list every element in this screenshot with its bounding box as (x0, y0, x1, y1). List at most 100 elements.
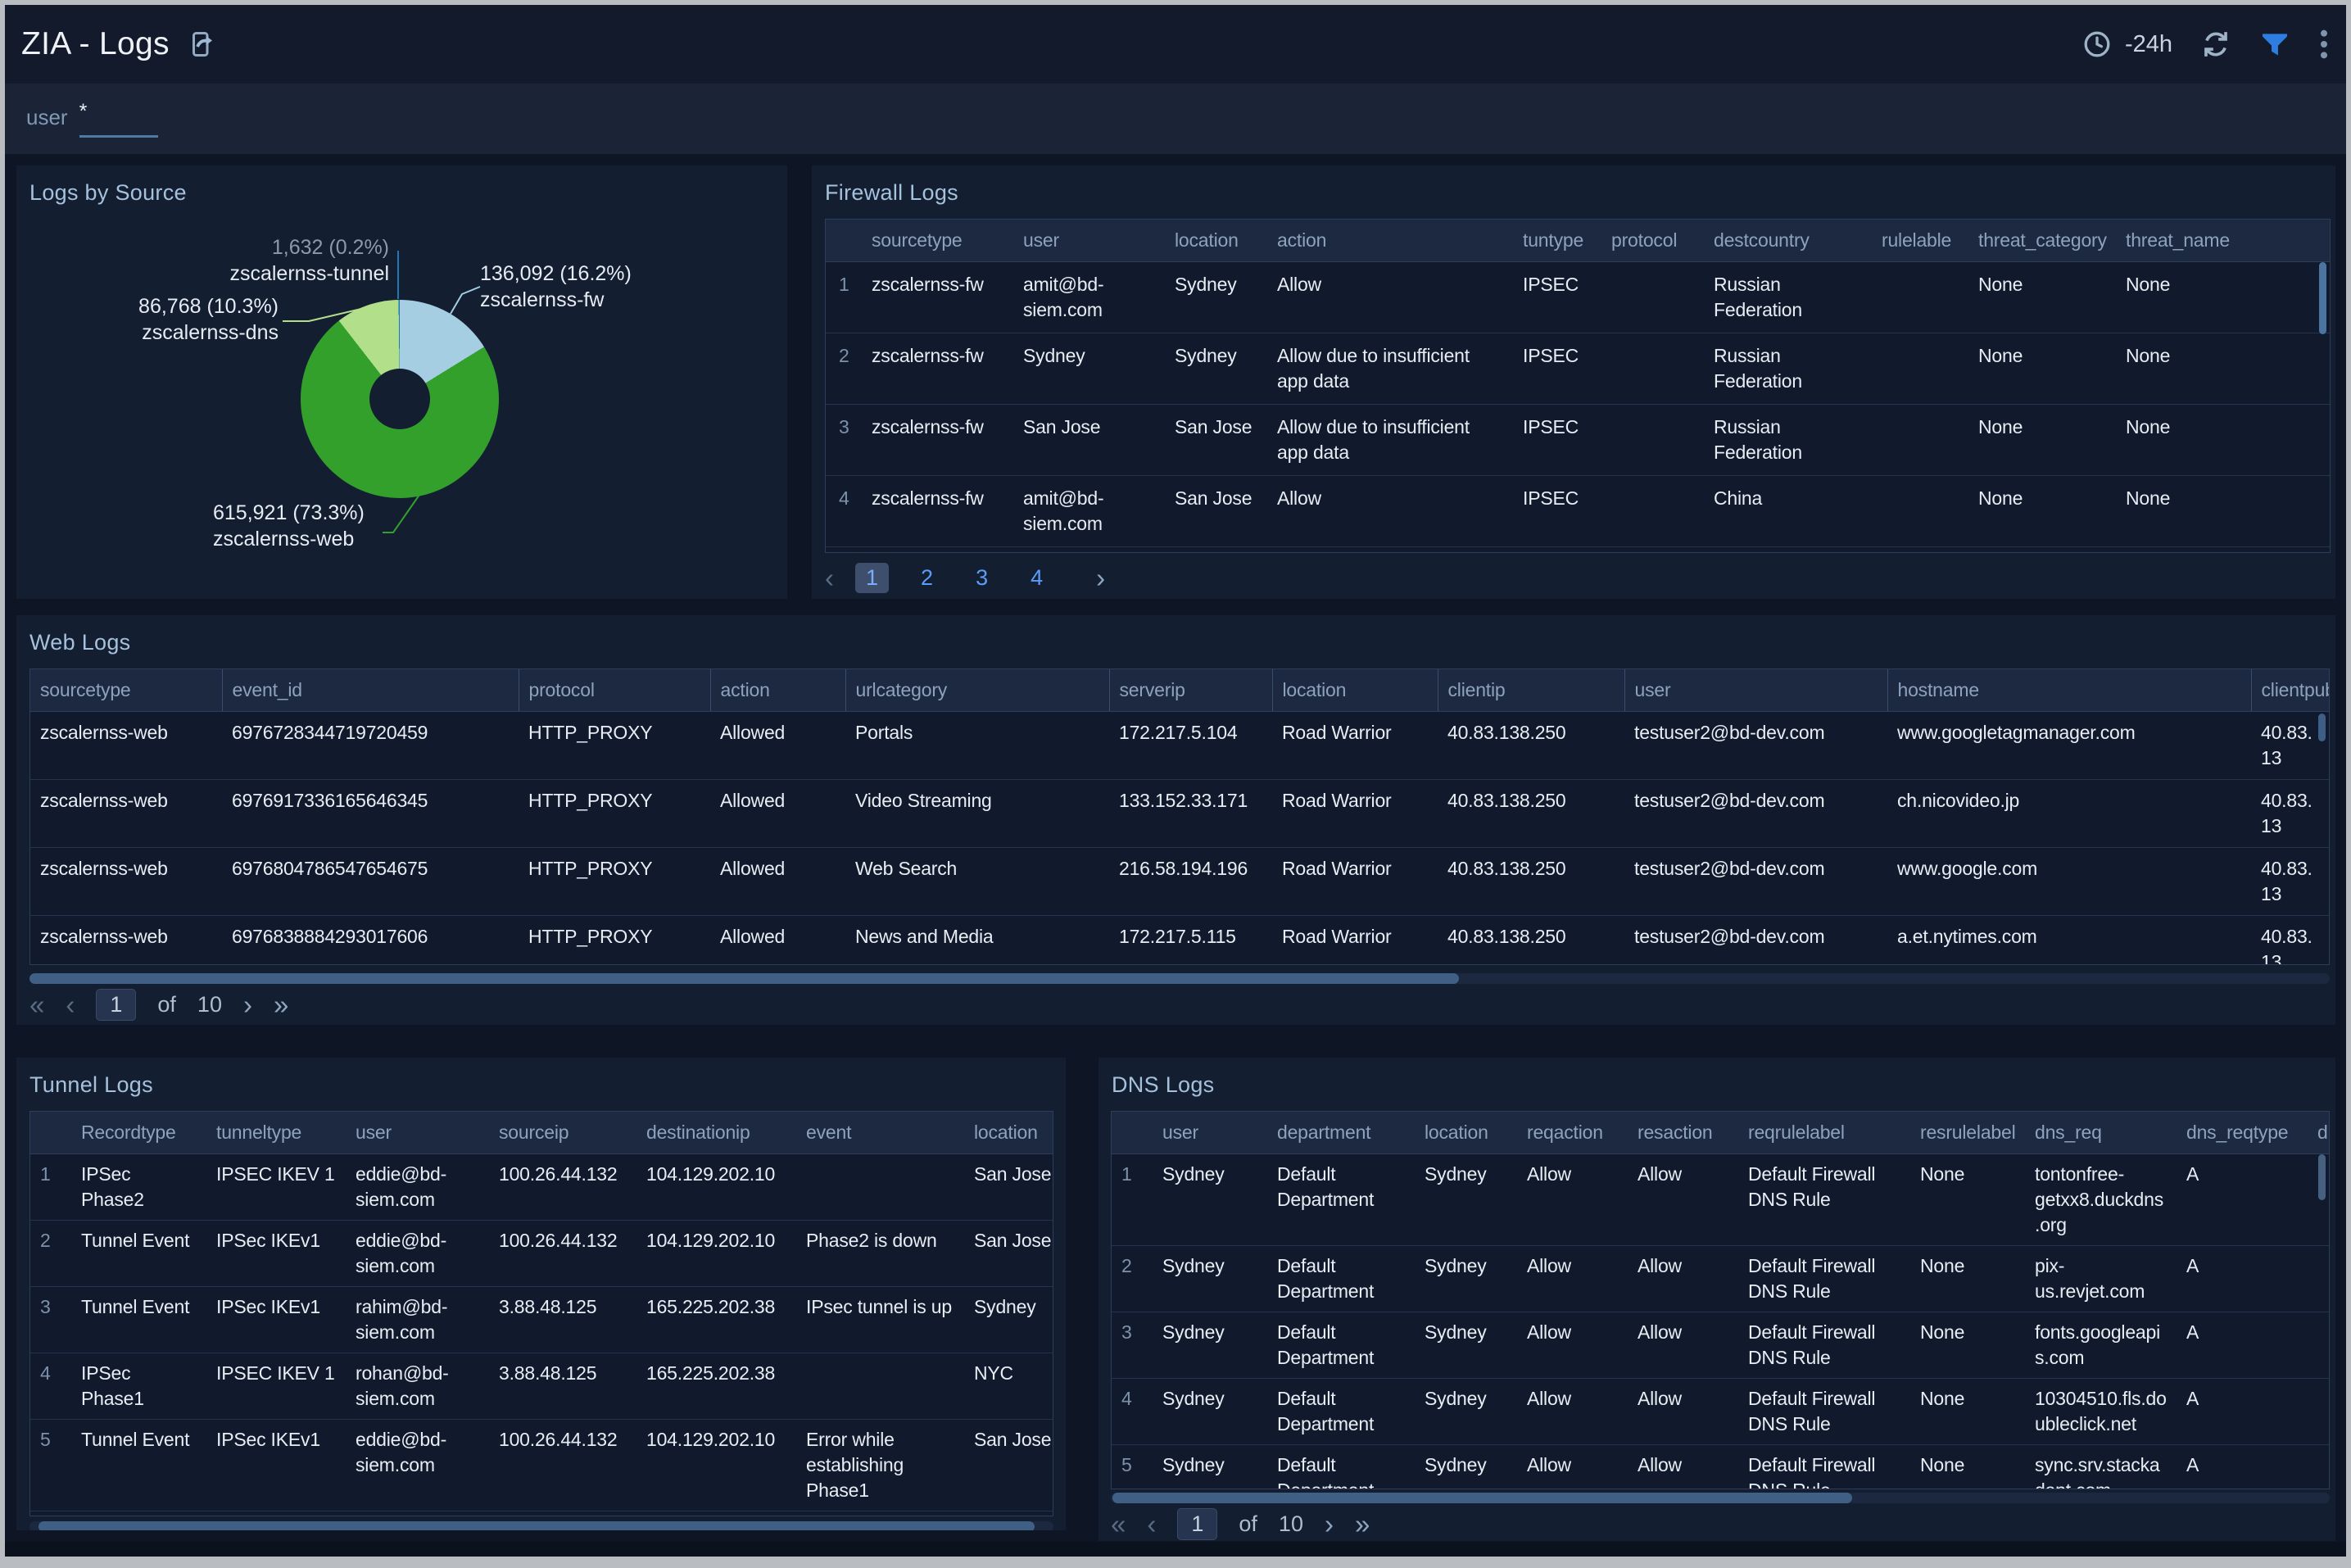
column-header[interactable]: action (709, 669, 845, 712)
filter-icon[interactable] (2259, 29, 2290, 60)
column-header[interactable]: serverip (1108, 669, 1272, 712)
column-header[interactable]: action (1267, 220, 1513, 262)
table-cell (796, 1353, 964, 1420)
column-header[interactable]: rulelable (1872, 220, 1968, 262)
column-header[interactable]: event (796, 1112, 964, 1154)
column-header[interactable]: protocol (518, 669, 710, 712)
column-header[interactable]: department (1267, 1112, 1415, 1154)
table-cell: testuser2@bd-dev.com (1634, 926, 1825, 947)
kebab-menu-icon[interactable] (2318, 28, 2330, 61)
panel-dns-logs: DNS Logs user department location reqaction… (1098, 1058, 2335, 1541)
column-header[interactable]: user (1624, 669, 1887, 712)
column-header[interactable]: threat_name (2116, 220, 2330, 262)
column-header[interactable]: user (346, 1112, 489, 1154)
table-cell: Allow due to insufficient app data (1277, 345, 1470, 392)
prev-page-button[interactable]: ‹ (66, 990, 75, 1020)
table-cell: Allow due to insufficient app data (1277, 416, 1470, 463)
refresh-icon[interactable] (2200, 29, 2231, 60)
table-cell: Allow (1277, 274, 1321, 295)
first-page-button[interactable]: « (29, 990, 45, 1020)
column-header[interactable]: reqaction (1517, 1112, 1628, 1154)
log-table: Recordtype tunneltype user sourceip destinat… (30, 1112, 1053, 1516)
next-page-button[interactable]: › (1096, 563, 1106, 593)
horizontal-scrollbar-thumb[interactable] (1112, 1493, 1852, 1503)
column-header[interactable]: event_id (221, 669, 519, 712)
table-cell: IPSec IKEv1 (216, 1429, 320, 1450)
table-cell: Sydney (1162, 1388, 1225, 1409)
column-header[interactable]: reqrulelabel (1738, 1112, 1910, 1154)
column-header[interactable]: destcountry (1704, 220, 1872, 262)
column-header[interactable] (826, 220, 862, 262)
table-cell: eddie@bd-siem.com (356, 1163, 447, 1210)
vertical-scrollbar-thumb[interactable] (2318, 714, 2326, 741)
column-header[interactable]: user (1153, 1112, 1267, 1154)
table-cell: Allow (1638, 1255, 1682, 1276)
column-header[interactable]: threat_category (1968, 220, 2116, 262)
column-header[interactable] (1112, 1112, 1153, 1154)
page-button[interactable]: 2 (921, 565, 934, 590)
last-page-button[interactable]: » (1354, 1509, 1370, 1539)
horizontal-scrollbar[interactable] (1111, 1493, 2330, 1503)
table-cell: Sydney (1425, 1454, 1487, 1475)
current-page-field[interactable]: 1 (96, 989, 137, 1021)
next-page-button[interactable]: › (1324, 1509, 1334, 1539)
vertical-scrollbar-thumb[interactable] (2318, 1154, 2326, 1200)
column-header[interactable]: sourcetype (862, 220, 1013, 262)
table-cell: Sydney (1175, 274, 1237, 295)
page-button[interactable]: 1 (855, 563, 890, 593)
horizontal-scrollbar[interactable] (29, 1521, 1053, 1530)
column-header[interactable]: protocol (1601, 220, 1704, 262)
column-header[interactable]: location (964, 1112, 1053, 1154)
column-header[interactable] (30, 1112, 71, 1154)
current-page-field[interactable]: 1 (1177, 1508, 1218, 1540)
table-cell: testuser2@bd-dev.com (1634, 790, 1825, 811)
table-cell: 165.225.202.38 (646, 1296, 776, 1317)
table-cell: Sydney (974, 1296, 1036, 1317)
log-table: user department location reqaction resaction… (1112, 1112, 2329, 1489)
column-header[interactable]: tunneltype (206, 1112, 346, 1154)
next-page-button[interactable]: › (242, 990, 252, 1020)
prev-page-button[interactable]: ‹ (1147, 1509, 1157, 1539)
horizontal-scrollbar-thumb[interactable] (29, 973, 1459, 984)
table-cell: 40.83.138.250 (1447, 858, 1566, 879)
last-page-button[interactable]: » (273, 990, 289, 1020)
slice-name: zscalernss-tunnel (229, 262, 389, 285)
column-header[interactable]: Recordtype (71, 1112, 206, 1154)
table-cell: A (2186, 1454, 2199, 1475)
share-export-icon[interactable] (188, 28, 217, 61)
page-button[interactable]: 4 (1031, 565, 1044, 590)
table-cell: IPSec IKEv1 (206, 1511, 346, 1516)
column-header[interactable]: sourceip (489, 1112, 636, 1154)
column-header[interactable]: clientip (1437, 669, 1624, 712)
column-header[interactable]: resrulelabel (1910, 1112, 2025, 1154)
column-header[interactable]: location (1165, 220, 1267, 262)
column-header[interactable]: sourcetype (30, 669, 222, 712)
leader-web (383, 494, 420, 533)
table-row: 3 zscalernss-fw San Jose San Jose Allow due … (826, 404, 2330, 476)
column-header[interactable]: d (2308, 1112, 2329, 1154)
time-range-label[interactable]: -24h (2124, 30, 2172, 57)
column-header[interactable]: location (1271, 669, 1438, 712)
column-header[interactable]: resaction (1628, 1112, 1738, 1154)
column-header[interactable]: hostname (1887, 669, 2251, 712)
horizontal-scrollbar[interactable] (29, 973, 2330, 984)
table-cell: None (1978, 487, 2023, 509)
column-header[interactable]: destinationip (636, 1112, 796, 1154)
column-header[interactable]: clientpub (2250, 669, 2329, 712)
column-header[interactable]: user (1013, 220, 1165, 262)
user-filter-input[interactable]: * (79, 98, 158, 138)
prev-page-button[interactable]: ‹ (825, 563, 834, 593)
column-header[interactable]: location (1415, 1112, 1517, 1154)
column-header[interactable]: tuntype (1513, 220, 1601, 262)
donut-chart[interactable] (301, 300, 499, 498)
vertical-scrollbar-thumb[interactable] (2319, 262, 2326, 334)
column-header[interactable]: urlcategory (845, 669, 1109, 712)
table-cell: ch.nicovideo.jp (1897, 790, 2020, 811)
first-page-button[interactable]: « (1111, 1509, 1126, 1539)
time-range-clock-icon[interactable] (2082, 29, 2112, 59)
column-header[interactable]: dns_reqtype (2177, 1112, 2308, 1154)
page-button[interactable]: 3 (976, 565, 989, 590)
horizontal-scrollbar-thumb[interactable] (39, 1521, 1035, 1530)
column-header[interactable]: dns_req (2025, 1112, 2177, 1154)
